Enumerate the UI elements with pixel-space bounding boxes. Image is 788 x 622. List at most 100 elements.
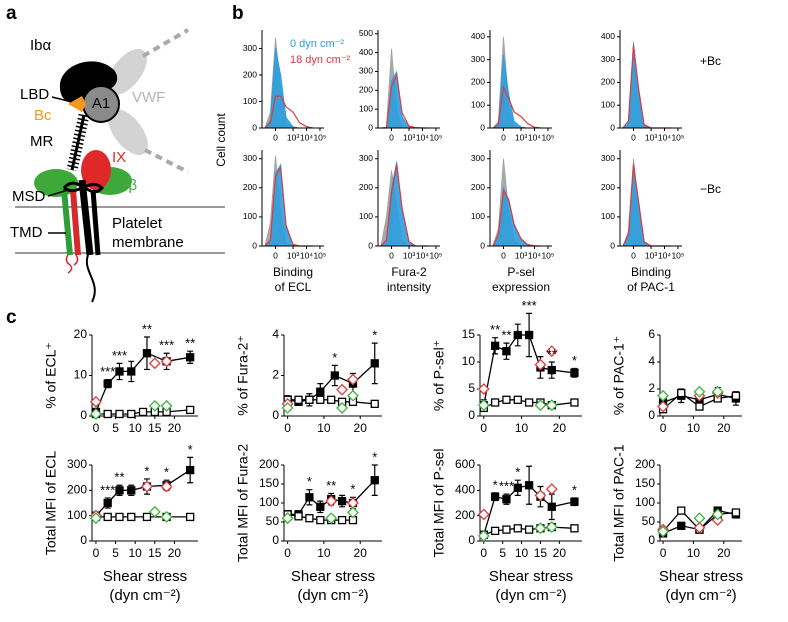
x-axis-label: P-sel xyxy=(507,265,534,279)
label: LBD xyxy=(20,86,49,103)
y-tick-label: 100 xyxy=(601,211,615,221)
marker xyxy=(115,367,124,376)
marker xyxy=(490,492,500,501)
marker xyxy=(731,508,741,517)
marker xyxy=(477,399,490,412)
label: Ibα xyxy=(30,37,52,54)
marker xyxy=(337,515,347,525)
x-tick-label: 10 xyxy=(687,421,701,435)
x-tick-label: 0 xyxy=(501,250,506,260)
msd-knot xyxy=(62,181,105,194)
y-tick-label: 6 xyxy=(648,327,655,341)
y-tick-label: 200 xyxy=(359,85,373,95)
significance: * xyxy=(350,482,355,497)
marker xyxy=(534,358,547,371)
marker xyxy=(731,391,741,400)
marker xyxy=(570,524,579,533)
label: A1 xyxy=(92,95,110,112)
histogram-area xyxy=(622,43,671,129)
marker xyxy=(677,521,686,530)
label: VWF xyxy=(132,89,165,106)
x-tick-label: 10⁵ xyxy=(671,132,684,142)
label: TMD xyxy=(10,224,43,241)
x-tick-label: 0 xyxy=(273,132,278,142)
y-tick-label: 500 xyxy=(359,28,373,38)
x-tick-label: 10⁴ xyxy=(528,250,541,260)
x-axis-label: (dyn cm⁻²) xyxy=(495,587,566,604)
marker xyxy=(693,512,706,525)
y-tick-label: 200 xyxy=(243,69,257,79)
x-axis-label: Binding xyxy=(631,265,671,279)
y-tick-label: 200 xyxy=(635,457,655,471)
significance: ** xyxy=(326,478,336,493)
marker xyxy=(115,512,124,522)
vwf-domain xyxy=(107,49,147,95)
marker xyxy=(142,349,152,358)
x-tick-label: 20 xyxy=(553,546,567,560)
marker xyxy=(294,395,303,404)
marker xyxy=(138,407,148,417)
significance: ** xyxy=(490,322,500,337)
marker xyxy=(90,395,102,408)
y-tick-label: 0 xyxy=(252,240,257,250)
significance: ** xyxy=(114,470,124,485)
x-tick-label: 10⁴ xyxy=(300,132,313,142)
x-tick-label: 10⁵ xyxy=(541,132,554,142)
y-tick-label: 10 xyxy=(462,354,476,368)
x-tick-label: 10³ xyxy=(287,132,299,142)
marker xyxy=(160,399,173,412)
x-tick-label: 0 xyxy=(631,132,636,142)
marker xyxy=(524,525,534,534)
marker xyxy=(695,402,704,411)
y-tick-label: 200 xyxy=(471,77,485,87)
x-tick-label: 10⁴ xyxy=(658,132,671,142)
marker xyxy=(534,522,547,535)
marker xyxy=(547,502,556,511)
x-tick-label: 10⁵ xyxy=(313,132,326,142)
marker xyxy=(502,525,511,534)
y-tick-label: 300 xyxy=(67,457,87,471)
x-axis-label: Shear stress xyxy=(291,568,375,585)
x-tick-label: 10³ xyxy=(287,250,299,260)
y-tick-label: 100 xyxy=(259,495,279,509)
marker xyxy=(103,512,112,522)
marker xyxy=(127,486,136,495)
label: MR xyxy=(30,133,53,150)
y-tick-label: 100 xyxy=(67,508,87,522)
y-tick-label: 150 xyxy=(259,476,279,490)
marker xyxy=(524,398,534,407)
legend-entry: 18 dyn cm⁻² xyxy=(290,54,351,66)
y-tick-label: 5 xyxy=(468,381,475,395)
x-axis-label: Shear stress xyxy=(659,568,743,585)
mr-repeats xyxy=(66,113,90,172)
marker xyxy=(513,395,522,404)
x-tick-label: 0 xyxy=(93,546,100,560)
marker xyxy=(127,512,136,522)
significance: *** xyxy=(522,298,537,313)
y-tick-label: 400 xyxy=(471,31,485,41)
x-tick-label: 0 xyxy=(273,250,278,260)
significance: ** xyxy=(547,346,557,361)
marker xyxy=(160,511,173,523)
y-tick-label: 400 xyxy=(359,47,373,57)
significance: * xyxy=(515,465,520,480)
significance: * xyxy=(144,463,149,478)
marker xyxy=(90,512,102,525)
x-tick-label: 20 xyxy=(717,421,731,435)
marker xyxy=(502,395,511,404)
y-tick-label: 300 xyxy=(359,66,373,76)
x-tick-label: 10⁴ xyxy=(528,132,541,142)
y-tick-label: 100 xyxy=(359,103,373,113)
x-tick-label: 10³ xyxy=(403,250,415,260)
marker xyxy=(327,395,336,404)
x-tick-label: 0 xyxy=(284,546,291,560)
marker xyxy=(524,481,534,490)
marker xyxy=(337,496,347,506)
x-tick-label: 20 xyxy=(354,421,368,435)
y-axis-label: Total MFI of Fura-2 xyxy=(235,444,251,562)
y-tick-label: 100 xyxy=(243,211,257,221)
significance: *** xyxy=(100,482,115,497)
marker xyxy=(534,399,547,412)
marker xyxy=(677,506,686,515)
x-tick-label: 10 xyxy=(129,421,143,435)
